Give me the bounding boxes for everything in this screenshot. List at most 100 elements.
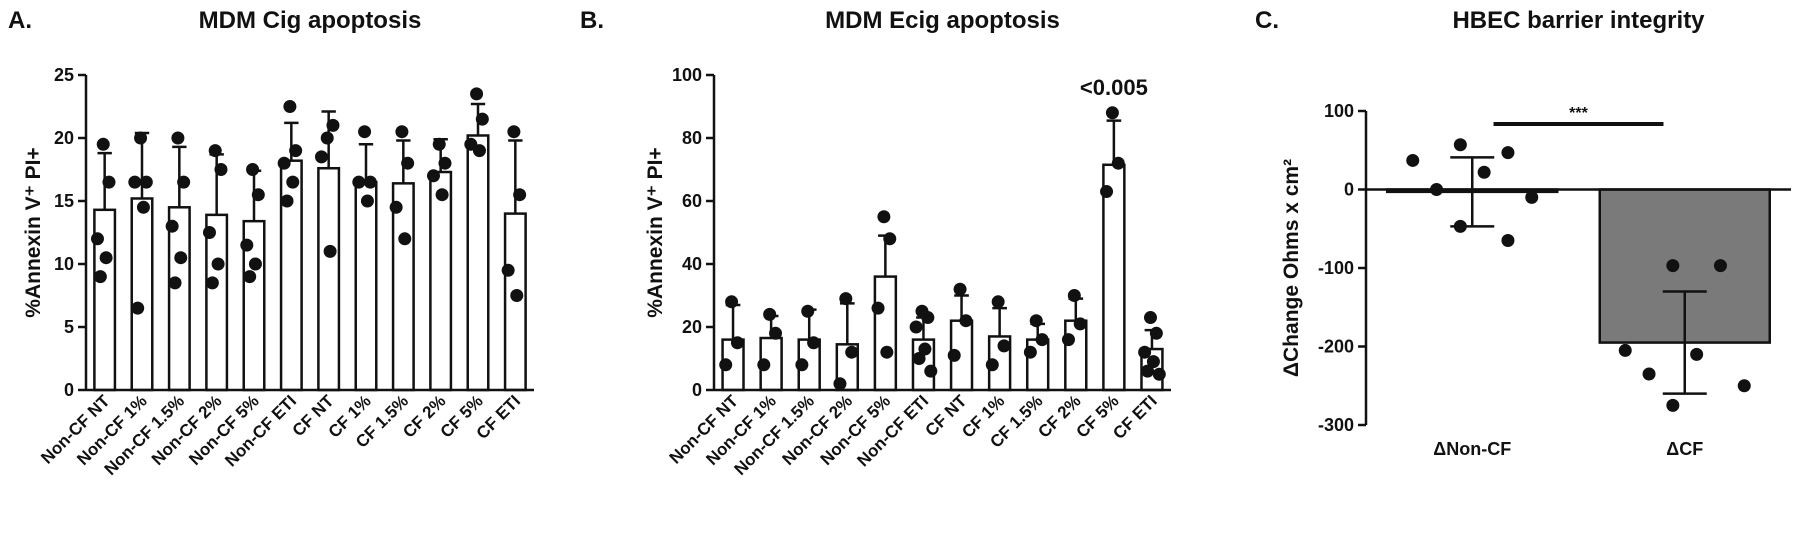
error-bar	[725, 303, 741, 340]
data-point	[507, 125, 521, 139]
y-tick-label: -300	[1318, 415, 1354, 435]
data-point	[139, 175, 153, 189]
data-point	[883, 232, 897, 246]
data-point	[763, 307, 777, 321]
data-point	[953, 282, 967, 296]
y-tick-label: 20	[54, 128, 74, 148]
data-point	[358, 125, 372, 139]
data-point	[1406, 153, 1420, 167]
data-point	[991, 295, 1005, 309]
chart-title: MDM Ecig apoptosis	[825, 7, 1060, 34]
error-bar	[839, 302, 855, 345]
data-point	[389, 200, 403, 214]
chart-title: MDM Cig apoptosis	[199, 7, 422, 34]
data-point	[214, 163, 228, 176]
bar	[205, 213, 229, 392]
data-point	[912, 352, 926, 365]
data-point	[1152, 367, 1166, 381]
data-point	[1105, 106, 1119, 120]
y-tick-label: 100	[672, 65, 702, 85]
data-point	[286, 175, 300, 189]
y-tick-label: 0	[692, 380, 702, 400]
data-point	[1141, 364, 1155, 378]
panel: B. MDM Ecig apoptosis %Annexin V⁺ PI+ 0 20 40…	[580, 7, 1171, 479]
data-point	[248, 257, 262, 271]
x-tick-label: ΔNon-CF	[1433, 439, 1511, 459]
data-point	[924, 364, 938, 378]
data-point	[501, 263, 515, 277]
data-point	[1073, 317, 1087, 331]
data-point	[1453, 138, 1467, 152]
data-point	[918, 342, 932, 356]
bar	[391, 182, 415, 392]
data-point	[1023, 345, 1037, 359]
bar	[130, 197, 154, 392]
data-point	[174, 251, 188, 265]
panel: A. MDM Cig apoptosis %Annexin V⁺ PI+ 0 5 10 15…	[8, 7, 534, 479]
data-point	[435, 188, 449, 202]
data-point	[211, 257, 225, 271]
bar	[429, 170, 453, 392]
data-point	[880, 345, 894, 359]
data-point	[1453, 219, 1467, 233]
y-tick-label: -200	[1318, 337, 1354, 357]
data-point	[959, 314, 973, 328]
y-axis-label: %Annexin V⁺ PI+	[644, 147, 667, 317]
data-point	[326, 118, 340, 132]
x-tick-label: CF ETI	[1109, 391, 1161, 443]
error-bar	[992, 306, 1007, 337]
panel-label: C.	[1255, 7, 1279, 34]
data-point	[757, 358, 771, 372]
panel: C. HBEC barrier integrity ΔChange Ohms x c…	[1255, 7, 1791, 459]
y-tick-label: 60	[682, 191, 702, 211]
data-point	[1100, 185, 1114, 199]
panel-label: A.	[8, 7, 32, 34]
data-point	[513, 188, 527, 202]
data-point	[1143, 311, 1157, 325]
data-point	[363, 175, 377, 189]
bar	[317, 166, 341, 392]
data-point	[243, 270, 257, 284]
data-point	[1713, 259, 1727, 273]
y-tick-label: 0	[1344, 180, 1354, 200]
x-tick-label: ΔCF	[1666, 439, 1703, 459]
data-point	[96, 137, 110, 151]
data-point	[1501, 234, 1515, 248]
data-point	[1737, 379, 1751, 393]
data-point	[134, 131, 148, 145]
bar	[167, 206, 191, 392]
data-point	[395, 125, 409, 139]
y-tick-label: 40	[682, 254, 702, 274]
y-tick-label: 5	[64, 317, 74, 337]
y-tick-label: 15	[54, 191, 74, 211]
data-point	[1666, 259, 1680, 273]
data-point	[877, 210, 891, 224]
bar	[279, 159, 303, 392]
data-point	[1618, 343, 1632, 357]
data-point	[171, 131, 185, 145]
data-point	[795, 358, 809, 372]
error-bar	[1106, 119, 1122, 165]
bar	[1064, 319, 1088, 392]
data-point	[472, 144, 486, 158]
data-point	[730, 336, 744, 350]
data-point	[1149, 326, 1163, 340]
bar	[354, 180, 378, 392]
data-point	[1035, 333, 1049, 347]
data-point	[205, 276, 219, 290]
data-point	[1477, 165, 1491, 179]
data-point	[1111, 156, 1125, 170]
significance-label: ***	[1569, 105, 1588, 122]
error-bar	[358, 143, 374, 183]
y-axis-label: %Annexin V⁺ PI+	[22, 147, 45, 317]
data-point	[90, 232, 104, 246]
y-tick-label: 25	[54, 65, 74, 85]
y-tick-label: 0	[64, 380, 74, 400]
data-point	[1146, 355, 1160, 369]
data-point	[1666, 398, 1680, 412]
data-point	[1067, 289, 1081, 302]
chart-title: HBEC barrier integrity	[1452, 7, 1705, 34]
data-point	[165, 219, 179, 233]
data-point	[470, 87, 484, 101]
bar	[873, 275, 898, 392]
